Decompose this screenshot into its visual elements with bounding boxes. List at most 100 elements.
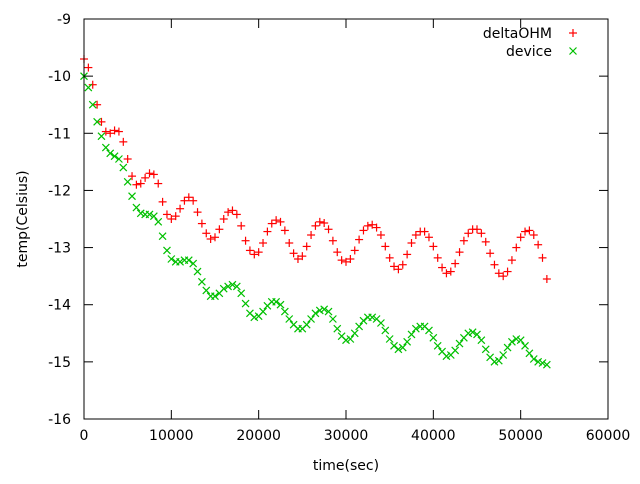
data-point (328, 236, 337, 245)
data-point (110, 126, 119, 135)
data-point (394, 345, 403, 354)
data-point (328, 315, 337, 323)
data-point (193, 208, 202, 217)
x-tick-label: 30000 (324, 428, 369, 444)
data-point (529, 355, 538, 363)
data-point (320, 305, 329, 314)
data-point (84, 63, 93, 72)
data-point (424, 233, 433, 242)
x-tick-label: 50000 (498, 428, 543, 444)
y-tick-label: -9 (57, 12, 71, 28)
data-point (289, 249, 298, 258)
data-point (285, 239, 294, 247)
data-point (167, 255, 176, 263)
data-point (403, 250, 412, 259)
data-point (259, 239, 268, 247)
data-point (315, 217, 324, 226)
data-point (219, 284, 228, 293)
data-point (355, 235, 364, 244)
data-point (197, 219, 206, 228)
data-point (285, 315, 294, 323)
data-point (237, 221, 246, 230)
data-point (272, 297, 281, 306)
data-point (355, 322, 364, 331)
data-point (311, 309, 320, 318)
data-point (162, 210, 171, 219)
data-point (154, 217, 163, 226)
data-point (171, 212, 180, 221)
data-point (390, 262, 399, 271)
data-point (525, 226, 534, 235)
data-point (167, 215, 176, 223)
data-point (503, 343, 512, 352)
data-point (525, 349, 534, 358)
data-point (534, 240, 543, 249)
data-point (407, 330, 416, 339)
data-point (359, 226, 368, 235)
data-point (232, 282, 241, 291)
data-point (477, 229, 486, 238)
data-point (403, 337, 412, 346)
data-point (438, 263, 447, 272)
data-point (88, 100, 97, 109)
data-point (385, 335, 394, 343)
data-point (189, 259, 198, 268)
x-tick-label: 10000 (149, 428, 194, 444)
data-point (455, 248, 464, 257)
data-point (88, 80, 97, 89)
x-tick-label: 0 (80, 428, 89, 444)
data-point (97, 117, 106, 126)
data-point (398, 260, 407, 269)
y-tick-label: -13 (48, 241, 71, 257)
data-point (158, 232, 167, 241)
data-point (477, 336, 486, 345)
data-point (516, 336, 525, 345)
data-point (180, 196, 189, 205)
data-point (197, 277, 206, 286)
data-point (128, 172, 137, 181)
data-point (128, 192, 136, 201)
data-point (333, 324, 342, 333)
data-point (232, 210, 241, 219)
data-point (115, 155, 123, 163)
data-point (307, 315, 315, 323)
data-point (224, 282, 233, 291)
data-point (93, 100, 102, 109)
data-point (119, 163, 128, 172)
y-tick-label: -12 (48, 183, 71, 199)
data-point (363, 221, 372, 230)
data-point (464, 229, 473, 238)
data-point (473, 225, 481, 234)
legend-label: device (506, 44, 552, 60)
data-point (110, 152, 119, 161)
data-point (184, 256, 193, 265)
data-point (429, 333, 438, 342)
data-point (425, 326, 433, 335)
data-point (224, 208, 233, 217)
data-point (132, 203, 141, 212)
data-point (158, 197, 167, 206)
series-device (80, 72, 551, 369)
data-point (542, 275, 551, 283)
data-point (433, 341, 442, 350)
data-point (176, 204, 185, 213)
x-tick-label: 60000 (586, 428, 631, 444)
data-point (468, 328, 477, 337)
ticks-layer: 0 10000 20000 30000 40000 50000 60000 -16 -15 -14… (48, 12, 630, 444)
data-point (512, 243, 521, 252)
data-point (442, 269, 451, 278)
data-point (141, 173, 150, 182)
data-point (451, 259, 460, 268)
data-point (503, 267, 512, 276)
data-point (202, 286, 211, 295)
data-point (132, 180, 141, 189)
data-point (494, 356, 503, 365)
data-point (101, 127, 110, 136)
data-point (298, 252, 307, 261)
data-point (311, 221, 320, 230)
x-axis-label: time(sec) (313, 458, 379, 474)
data-point (114, 127, 123, 136)
y-axis-label: temp(Celsius) (15, 170, 31, 267)
data-point (101, 143, 110, 152)
